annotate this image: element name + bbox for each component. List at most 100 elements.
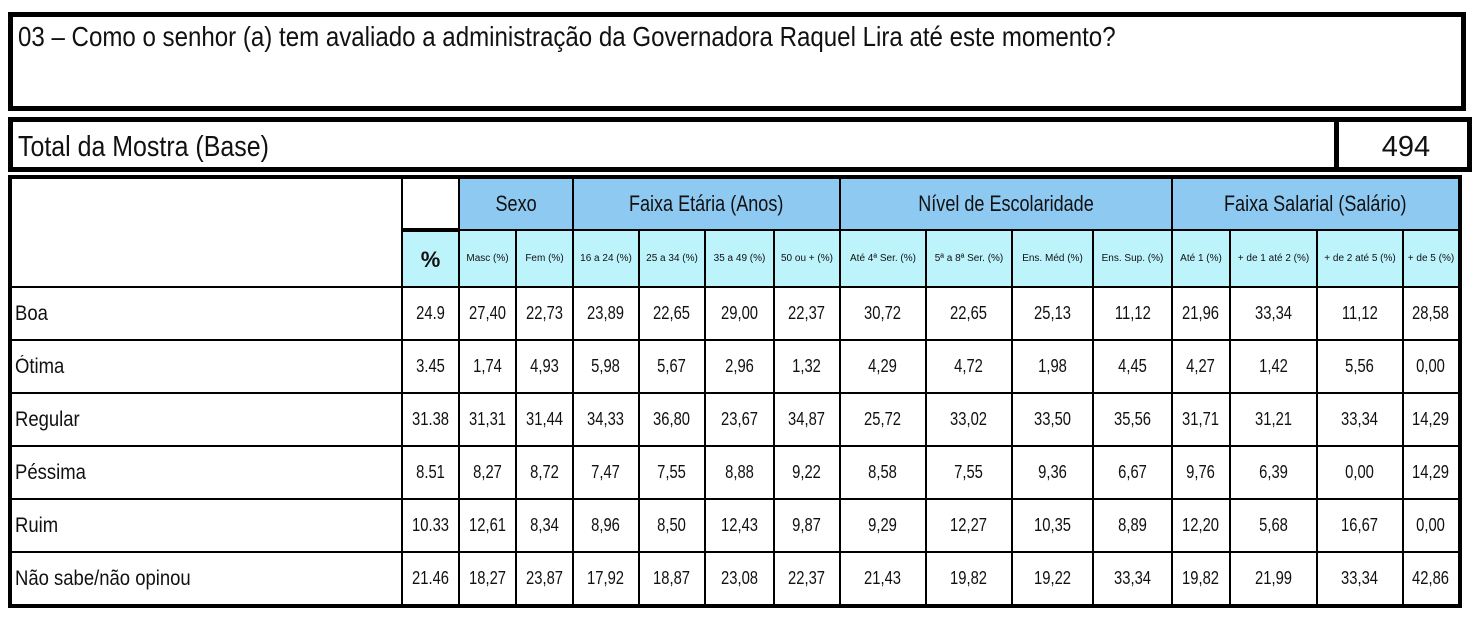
table-cell: 33,34 bbox=[1229, 286, 1318, 341]
table-cell: 8,50 bbox=[638, 498, 706, 553]
pct-cell: 3.45 bbox=[401, 339, 460, 394]
row-label: Ótima bbox=[9, 339, 403, 394]
table-cell: 14,29 bbox=[1402, 392, 1461, 447]
column-header: Ens. Sup. (%) bbox=[1092, 229, 1173, 288]
column-header: Até 4ª Ser. (%) bbox=[839, 229, 927, 288]
column-header: 25 a 34 (%) bbox=[638, 229, 706, 288]
column-header: 5ª a 8ª Ser. (%) bbox=[925, 229, 1013, 288]
group-header-sexo: Sexo bbox=[458, 176, 574, 231]
table-cell: 42,86 bbox=[1402, 551, 1461, 607]
table-cell: 4,93 bbox=[515, 339, 574, 394]
table-cell: 34,33 bbox=[572, 392, 640, 447]
pct-cell: 21.46 bbox=[401, 551, 460, 607]
table-cell: 8,27 bbox=[458, 445, 517, 500]
table-cell: 8,89 bbox=[1092, 498, 1173, 553]
column-header: + de 5 (%) bbox=[1402, 229, 1461, 288]
table-cell: 4,45 bbox=[1092, 339, 1173, 394]
table-corner-lower bbox=[9, 230, 403, 288]
table-cell: 5,68 bbox=[1229, 498, 1318, 553]
column-header: + de 2 até 5 (%) bbox=[1316, 229, 1404, 288]
table-row: Regular 31.38 31,31 31,44 34,33 36,80 23… bbox=[9, 392, 1461, 447]
table-cell: 23,89 bbox=[572, 286, 640, 341]
column-header: 35 a 49 (%) bbox=[704, 229, 775, 288]
table-cell: 0,00 bbox=[1402, 498, 1461, 553]
table-cell: 23,67 bbox=[704, 392, 775, 447]
results-table: Sexo Faixa Etária (Anos) Nível de Escola… bbox=[8, 175, 1462, 608]
table-cell: 5,98 bbox=[572, 339, 640, 394]
column-header: Fem (%) bbox=[515, 229, 574, 288]
table-cell: 6,67 bbox=[1092, 445, 1173, 500]
column-header: Ens. Méd (%) bbox=[1011, 229, 1094, 288]
question-box: 03 – Como o senhor (a) tem avaliado a ad… bbox=[8, 12, 1466, 111]
table-cell: 4,29 bbox=[839, 339, 927, 394]
row-label: Regular bbox=[9, 392, 403, 447]
table-cell: 8,34 bbox=[515, 498, 574, 553]
table-cell: 19,82 bbox=[1171, 551, 1231, 607]
table-cell: 9,76 bbox=[1171, 445, 1231, 500]
pct-cell: 10.33 bbox=[401, 498, 460, 553]
table-cell: 5,67 bbox=[638, 339, 706, 394]
table-cell: 30,72 bbox=[839, 286, 927, 341]
table-cell: 14,29 bbox=[1402, 445, 1461, 500]
table-cell: 4,72 bbox=[925, 339, 1013, 394]
table-cell: 9,87 bbox=[773, 498, 841, 553]
table-corner bbox=[9, 176, 403, 230]
table-cell: 33,50 bbox=[1011, 392, 1094, 447]
sample-base-box: Total da Mostra (Base) 494 bbox=[8, 117, 1472, 172]
table-cell: 23,08 bbox=[704, 551, 775, 607]
table-cell: 9,29 bbox=[839, 498, 927, 553]
table-cell: 21,43 bbox=[839, 551, 927, 607]
table-cell: 31,21 bbox=[1229, 392, 1318, 447]
table-cell: 12,20 bbox=[1171, 498, 1231, 553]
table-cell: 6,39 bbox=[1229, 445, 1318, 500]
group-header-escolaridade: Nível de Escolaridade bbox=[839, 176, 1173, 231]
table-cell: 23,87 bbox=[515, 551, 574, 607]
table-cell: 1,98 bbox=[1011, 339, 1094, 394]
group-header-faixa-etaria: Faixa Etária (Anos) bbox=[572, 176, 841, 231]
table-cell: 22,65 bbox=[925, 286, 1013, 341]
table-cell: 19,22 bbox=[1011, 551, 1094, 607]
table-cell: 1,32 bbox=[773, 339, 841, 394]
table-cell: 12,43 bbox=[704, 498, 775, 553]
pct-cell: 31.38 bbox=[401, 392, 460, 447]
group-header-row: Sexo Faixa Etária (Anos) Nível de Escola… bbox=[9, 176, 1461, 231]
table-cell: 22,73 bbox=[515, 286, 574, 341]
table-cell: 33,02 bbox=[925, 392, 1013, 447]
table-cell: 0,00 bbox=[1402, 339, 1461, 394]
column-header-row: % Masc (%) Fem (%) 16 a 24 (%) 25 a 34 (… bbox=[9, 228, 1461, 288]
table-cell: 12,61 bbox=[458, 498, 517, 553]
table-cell: 4,27 bbox=[1171, 339, 1231, 394]
table-cell: 21,96 bbox=[1171, 286, 1231, 341]
table-cell: 11,12 bbox=[1316, 286, 1404, 341]
row-label: Não sabe/não opinou bbox=[9, 551, 403, 607]
table-cell: 9,36 bbox=[1011, 445, 1094, 500]
column-header: Até 1 (%) bbox=[1171, 229, 1231, 288]
table-row: Ótima 3.45 1,74 4,93 5,98 5,67 2,96 1,32… bbox=[9, 339, 1461, 394]
table-row: Boa 24.9 27,40 22,73 23,89 22,65 29,00 2… bbox=[9, 286, 1461, 341]
group-header-faixa-salarial: Faixa Salarial (Salário) bbox=[1171, 176, 1461, 231]
table-cell: 31,31 bbox=[458, 392, 517, 447]
table-cell: 8,88 bbox=[704, 445, 775, 500]
table-row: Péssima 8.51 8,27 8,72 7,47 7,55 8,88 9,… bbox=[9, 445, 1461, 500]
column-header: + de 1 até 2 (%) bbox=[1229, 229, 1318, 288]
table-cell: 22,37 bbox=[773, 551, 841, 607]
table-cell: 1,74 bbox=[458, 339, 517, 394]
row-label: Péssima bbox=[9, 445, 403, 500]
table-cell: 28,58 bbox=[1402, 286, 1461, 341]
table-cell: 22,37 bbox=[773, 286, 841, 341]
table-cell: 36,80 bbox=[638, 392, 706, 447]
pct-cell: 24.9 bbox=[401, 286, 460, 341]
table-cell: 17,92 bbox=[572, 551, 640, 607]
table-row: Ruim 10.33 12,61 8,34 8,96 8,50 12,43 9,… bbox=[9, 498, 1461, 553]
table-cell: 31,44 bbox=[515, 392, 574, 447]
table-cell: 31,71 bbox=[1171, 392, 1231, 447]
table-cell: 0,00 bbox=[1316, 445, 1404, 500]
sample-base-label: Total da Mostra (Base) bbox=[18, 131, 269, 163]
column-header: Masc (%) bbox=[458, 229, 517, 288]
table-cell: 18,87 bbox=[638, 551, 706, 607]
row-label: Boa bbox=[9, 286, 403, 341]
table-cell: 33,34 bbox=[1092, 551, 1173, 607]
table-cell: 33,34 bbox=[1316, 551, 1404, 607]
base-divider bbox=[1334, 117, 1339, 172]
table-cell: 35,56 bbox=[1092, 392, 1173, 447]
